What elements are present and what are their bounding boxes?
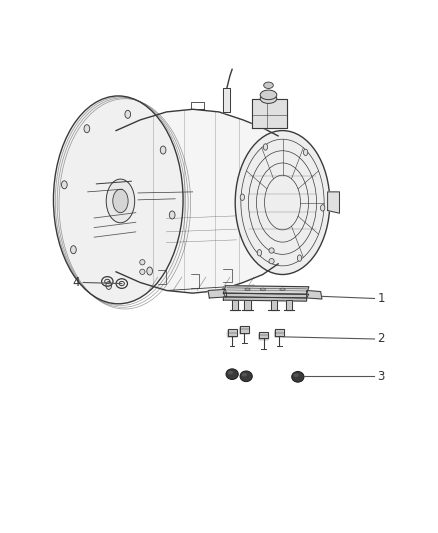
Polygon shape (223, 293, 309, 298)
Ellipse shape (245, 288, 250, 291)
Ellipse shape (297, 255, 302, 261)
Ellipse shape (106, 179, 135, 223)
Ellipse shape (292, 372, 304, 382)
Ellipse shape (170, 211, 175, 219)
Ellipse shape (125, 110, 131, 118)
Polygon shape (328, 192, 339, 213)
Polygon shape (232, 300, 238, 310)
Ellipse shape (269, 259, 274, 264)
Polygon shape (223, 286, 309, 294)
Ellipse shape (106, 281, 112, 289)
Ellipse shape (263, 144, 268, 150)
Polygon shape (228, 329, 237, 336)
Polygon shape (244, 300, 251, 310)
Polygon shape (240, 326, 249, 333)
Polygon shape (259, 333, 268, 340)
Polygon shape (223, 88, 230, 112)
Polygon shape (275, 330, 284, 337)
Polygon shape (259, 332, 268, 338)
Ellipse shape (304, 149, 308, 156)
Polygon shape (240, 327, 249, 334)
Ellipse shape (260, 288, 265, 291)
Ellipse shape (280, 288, 285, 291)
Ellipse shape (160, 146, 166, 154)
Text: 3: 3 (378, 370, 385, 383)
Polygon shape (286, 300, 292, 310)
Ellipse shape (260, 90, 277, 100)
Polygon shape (116, 109, 278, 293)
Ellipse shape (242, 373, 247, 376)
Ellipse shape (228, 371, 233, 374)
Ellipse shape (61, 181, 67, 189)
Ellipse shape (84, 125, 90, 133)
Ellipse shape (240, 194, 244, 200)
Polygon shape (307, 290, 322, 299)
Ellipse shape (257, 249, 261, 256)
Text: 2: 2 (378, 333, 385, 345)
Ellipse shape (140, 260, 145, 265)
Polygon shape (252, 99, 287, 128)
Polygon shape (275, 329, 284, 336)
Ellipse shape (71, 246, 76, 254)
Ellipse shape (140, 269, 145, 274)
Ellipse shape (321, 205, 325, 211)
Polygon shape (208, 289, 227, 298)
Ellipse shape (147, 267, 152, 275)
Ellipse shape (226, 369, 238, 379)
Ellipse shape (53, 96, 183, 304)
Polygon shape (223, 297, 307, 301)
Polygon shape (271, 300, 277, 310)
Polygon shape (227, 330, 237, 337)
Text: 1: 1 (378, 292, 385, 305)
Ellipse shape (113, 189, 128, 213)
Ellipse shape (293, 373, 299, 377)
Ellipse shape (235, 131, 330, 274)
Ellipse shape (240, 371, 252, 382)
Ellipse shape (260, 94, 277, 103)
Ellipse shape (269, 248, 274, 253)
Text: 4: 4 (73, 276, 80, 289)
Ellipse shape (264, 82, 273, 88)
